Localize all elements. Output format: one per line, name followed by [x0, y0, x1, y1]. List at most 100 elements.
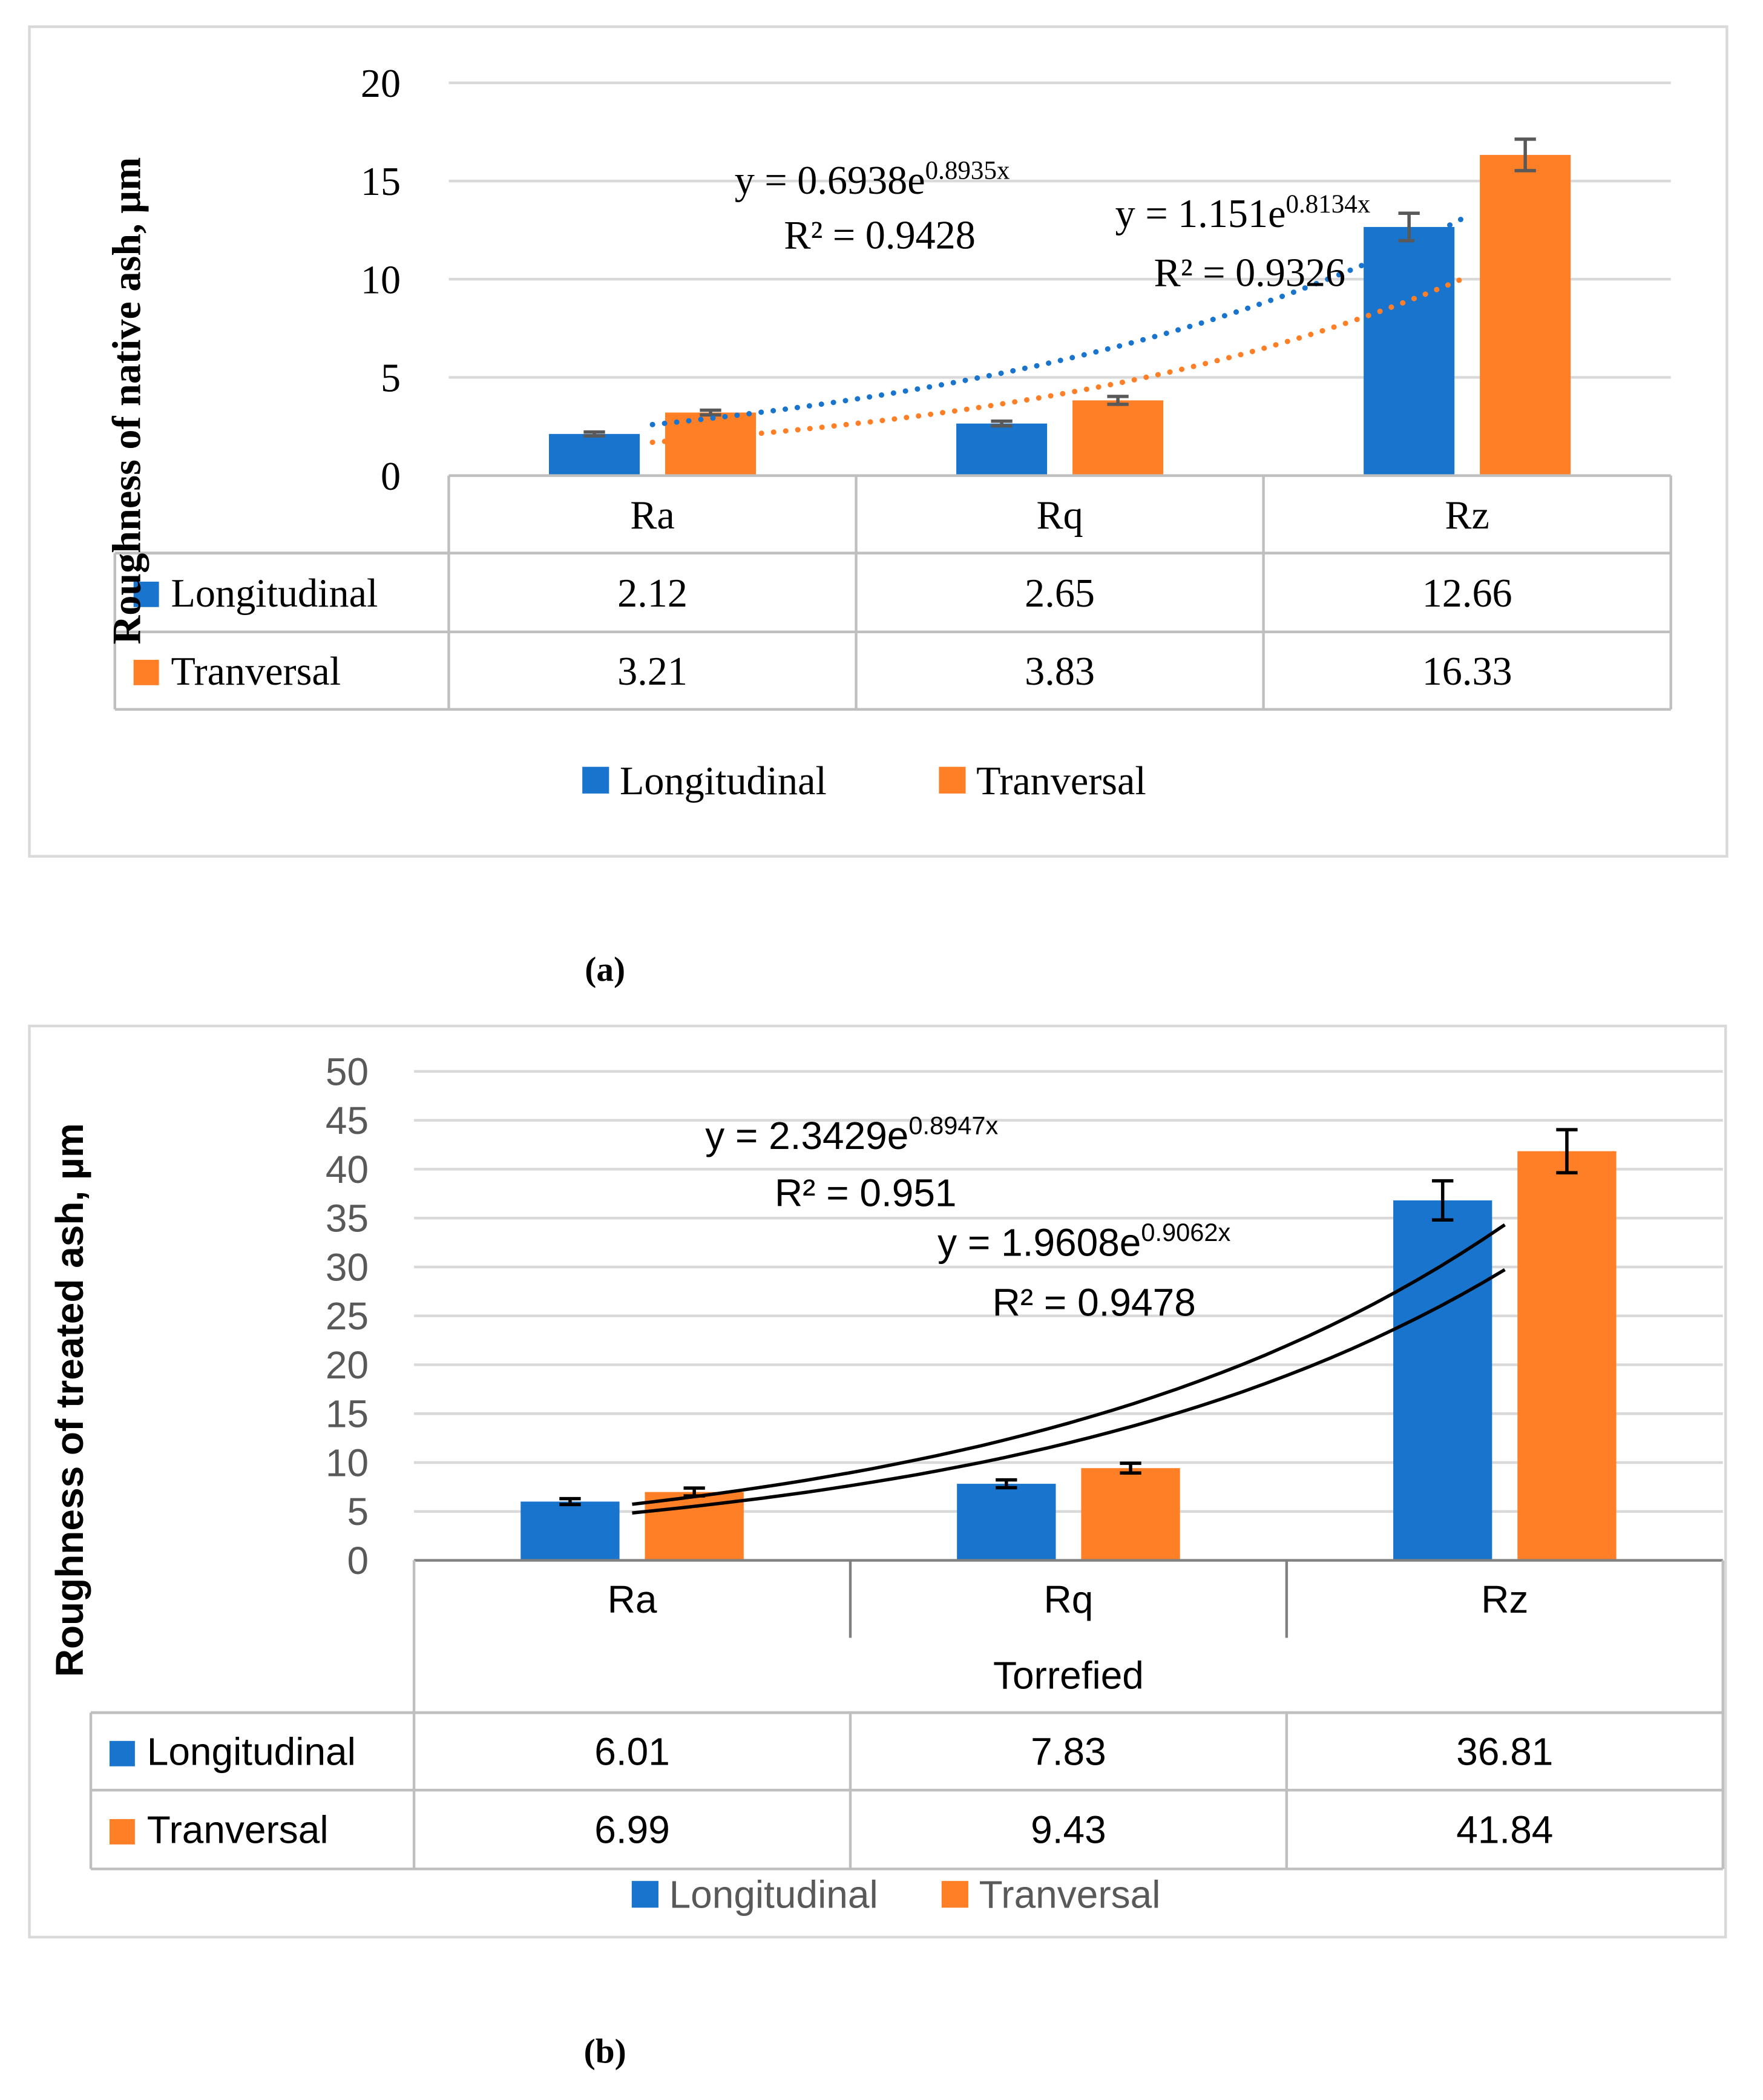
- legend-key-tranversal: [133, 659, 159, 685]
- y-tick-label: 5: [347, 1490, 369, 1533]
- y-tick-label: 20: [326, 1343, 369, 1387]
- error-bar: [996, 1478, 1017, 1490]
- equation-exponent: 0.9062x: [1141, 1218, 1230, 1246]
- chart-b: 0 5 10 15 20 25 30 35 40 45 50 y = 2.3429e0.8947x R²…: [28, 1024, 1727, 1939]
- bar-longitudinal-ra: [520, 1501, 620, 1561]
- table-cell: 36.81: [1456, 1730, 1553, 1774]
- error-bar: [1556, 1128, 1578, 1174]
- category-label: Ra: [630, 493, 675, 538]
- trendline-equation: y = 2.3429e0.8947x: [705, 1111, 998, 1157]
- trendline-longitudinal: [649, 213, 1470, 427]
- equation-exponent: 0.8935x: [925, 157, 1010, 185]
- category-label: Rq: [1036, 493, 1083, 538]
- y-tick-label: 15: [326, 1392, 369, 1436]
- bar-tranversal-rq: [1072, 400, 1164, 476]
- table-cell: 12.66: [1422, 571, 1512, 616]
- y-tick-label: 0: [381, 455, 401, 499]
- trendline-r-squared: R² = 0.951: [775, 1171, 957, 1215]
- legend-label: Longitudinal: [669, 1873, 878, 1917]
- category-label: Ra: [608, 1578, 657, 1621]
- table-cell: 9.43: [1031, 1808, 1106, 1852]
- y-axis-title: Roughness of native ash, µm: [105, 157, 149, 645]
- legend-key-tranversal: [109, 1819, 135, 1845]
- error-bar: [1432, 1179, 1454, 1222]
- trendline-r-squared: R² = 0.9478: [993, 1281, 1196, 1325]
- trendline-r-squared: R² = 0.9326: [1154, 251, 1345, 295]
- y-tick-label: 10: [361, 258, 401, 302]
- table-series-label: Longitudinal: [171, 571, 378, 616]
- bar-longitudinal-rz: [1393, 1200, 1492, 1561]
- trendline-equation: y = 1.151e0.8134x: [1115, 190, 1371, 236]
- equation-base: y = 1.151e: [1115, 192, 1286, 236]
- table-cell: 16.33: [1422, 650, 1512, 694]
- legend-swatch-tranversal: [939, 766, 966, 794]
- y-tick-label: 20: [361, 62, 401, 106]
- y-axis-title: Roughness of treated ash, µm: [48, 1123, 91, 1677]
- y-tick-label: 0: [347, 1539, 369, 1582]
- equation-exponent: 0.8947x: [908, 1111, 998, 1140]
- bar-longitudinal-ra: [548, 433, 640, 476]
- bar-tranversal-rz: [1517, 1151, 1617, 1561]
- group-label: Torrefied: [993, 1654, 1144, 1697]
- trendline-longitudinal: [632, 1268, 1506, 1515]
- y-tick-label: 5: [381, 357, 401, 401]
- error-bar: [991, 420, 1013, 428]
- legend-key-longitudinal: [109, 1740, 135, 1766]
- y-tick-label: 50: [326, 1050, 369, 1093]
- y-tick-label: 10: [326, 1441, 369, 1484]
- chart-a: 0 5 10 15 20 y = 1.151e0.8134x R² = 0.9326 y = …: [28, 25, 1729, 858]
- y-tick-label: 45: [326, 1099, 369, 1142]
- legend-label: Longitudinal: [620, 759, 827, 803]
- category-label: Rq: [1044, 1578, 1094, 1621]
- equation-base: y = 0.6938e: [735, 159, 925, 203]
- table-cell: 6.99: [594, 1808, 670, 1852]
- error-bar: [1120, 1461, 1141, 1475]
- y-tick-label: 40: [326, 1148, 369, 1191]
- table-cell: 3.83: [1025, 650, 1095, 694]
- panel-caption: (b): [584, 2032, 626, 2070]
- y-tick-label: 30: [326, 1245, 369, 1289]
- legend-swatch-tranversal: [941, 1881, 968, 1908]
- table-series-label: Tranversal: [147, 1808, 329, 1852]
- trendline-equation: y = 1.9608e0.9062x: [937, 1218, 1230, 1264]
- table-cell: 6.01: [594, 1730, 670, 1774]
- category-label: Rz: [1481, 1578, 1528, 1621]
- equation-base: y = 1.9608e: [937, 1220, 1141, 1264]
- table-cell: 41.84: [1456, 1808, 1553, 1852]
- bar-tranversal-rz: [1480, 154, 1571, 476]
- trendline-equation: y = 0.6938e0.8935x: [735, 157, 1010, 203]
- category-label: Rz: [1445, 493, 1489, 538]
- legend-label: Tranversal: [976, 759, 1146, 803]
- y-tick-label: 35: [326, 1197, 369, 1240]
- y-tick-label: 15: [361, 160, 401, 204]
- table-cell: 2.12: [617, 571, 688, 616]
- trendline-r-squared: R² = 0.9428: [784, 213, 975, 257]
- y-tick-label: 25: [326, 1294, 369, 1338]
- legend-label: Tranversal: [979, 1873, 1161, 1917]
- error-bar: [559, 1496, 581, 1507]
- error-bar: [583, 430, 605, 438]
- trendline-tranversal: [649, 274, 1470, 446]
- error-bar: [1107, 395, 1129, 406]
- table-series-label: Longitudinal: [147, 1730, 356, 1774]
- panel-caption: (a): [585, 950, 625, 989]
- equation-exponent: 0.8134x: [1286, 190, 1371, 219]
- table-series-label: Tranversal: [171, 650, 341, 694]
- error-bar: [700, 408, 721, 417]
- table-cell: 3.21: [617, 650, 688, 694]
- equation-base: y = 2.3429e: [705, 1114, 908, 1157]
- bar-longitudinal-rq: [957, 1484, 1056, 1561]
- error-bar: [1514, 137, 1536, 173]
- legend-key-longitudinal: [133, 581, 159, 607]
- chart-frame: [28, 25, 1729, 858]
- bar-longitudinal-rz: [1364, 226, 1455, 476]
- table-cell: 2.65: [1025, 571, 1095, 616]
- legend-swatch-longitudinal: [582, 766, 609, 794]
- bar-longitudinal-rq: [956, 423, 1048, 476]
- bar-tranversal-ra: [665, 412, 757, 476]
- table-cell: 7.83: [1031, 1730, 1106, 1774]
- bar-tranversal-rq: [1081, 1468, 1180, 1561]
- legend-swatch-longitudinal: [631, 1881, 658, 1908]
